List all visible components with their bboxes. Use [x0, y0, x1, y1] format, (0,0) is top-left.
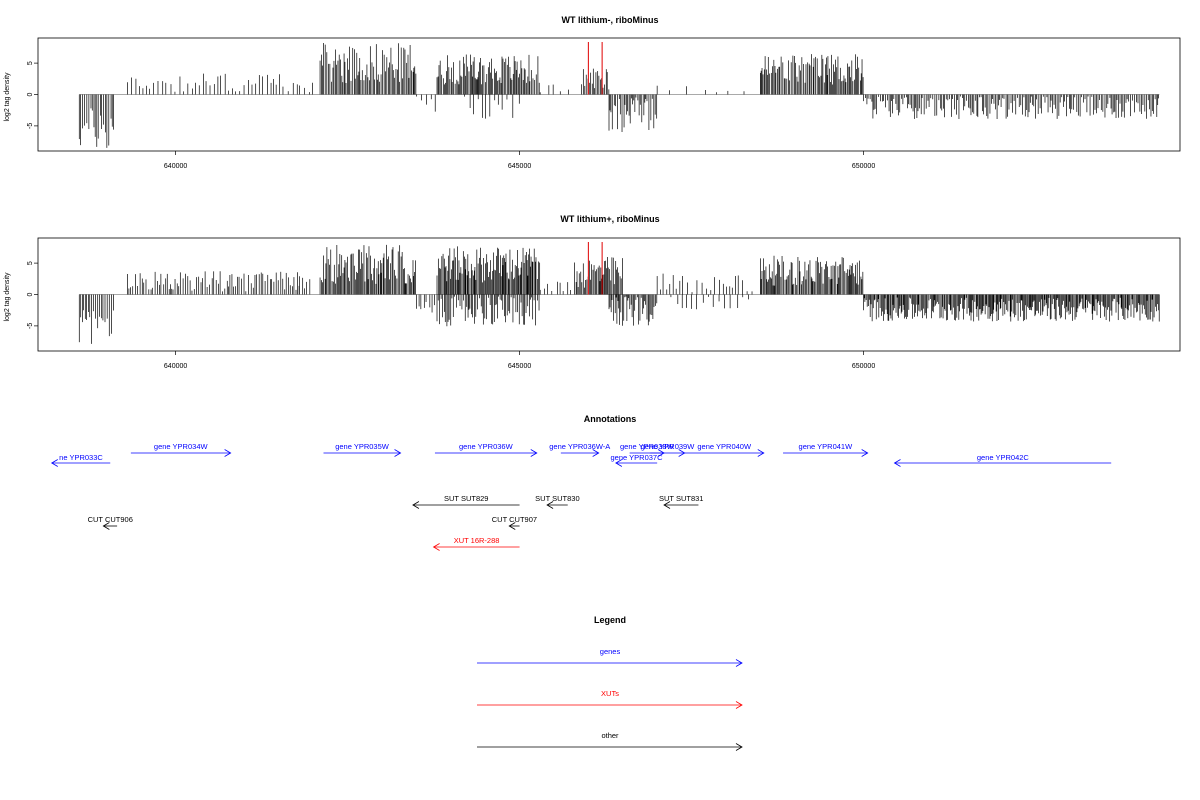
arrow-head	[735, 743, 743, 751]
annotation-feature: gene YPR042C	[893, 453, 1112, 467]
annotation-feature: gene YPR034W	[130, 442, 232, 457]
arrow-head	[394, 449, 402, 457]
annotation-label: gene YPR035W	[335, 442, 390, 451]
track-lithium-plus: WT lithium+, riboMinus log2 tag density …	[4, 214, 1181, 370]
annotations-panel: Annotations ne YPR033C gene YPR034W gene Y…	[50, 414, 1112, 551]
x-tick-label: 640000	[164, 363, 187, 370]
annotation-label: gene YPR040W	[697, 442, 752, 451]
y-axis: -5 0 5	[27, 61, 38, 129]
x-axis: 640000 645000 650000	[164, 351, 875, 370]
track-lithium-minus: WT lithium-, riboMinus log2 tag density …	[4, 15, 1181, 170]
x-tick-label: 645000	[508, 163, 531, 170]
legend-entry: other	[477, 731, 743, 751]
arrow-head	[735, 659, 743, 667]
annotation-label: gene YPR039W	[641, 442, 696, 451]
annotation-feature: gene YPR036W-A	[549, 442, 610, 457]
y-tick-label: -5	[27, 123, 34, 129]
coverage-bars	[78, 244, 1160, 344]
arrow-head	[412, 501, 420, 509]
arrow-head	[224, 449, 232, 457]
annotation-label: gene YPR038W	[620, 442, 675, 451]
y-tick-label: 5	[27, 61, 34, 65]
arrow-head	[757, 449, 765, 457]
y-axis-label: log2 tag density	[4, 272, 11, 322]
x-tick-label: 645000	[508, 363, 531, 370]
y-axis-label: log2 tag density	[4, 72, 11, 122]
annotation-feature: CUT CUT907	[492, 515, 537, 530]
red-markers	[587, 42, 603, 95]
red-markers	[587, 242, 603, 295]
annotation-label: gene YPR036W-A	[549, 442, 610, 451]
arrow-head	[102, 522, 110, 530]
y-axis: -5 0 5	[27, 261, 38, 329]
annotation-label: CUT CUT907	[492, 515, 537, 524]
arrow-head	[735, 701, 743, 709]
annotation-label: gene YPR034W	[154, 442, 209, 451]
legend-entry: XUTs	[477, 689, 743, 709]
x-axis: 640000 645000 650000	[164, 151, 875, 170]
arrow-head	[615, 459, 623, 467]
annotation-feature: gene YPR035W	[323, 442, 402, 457]
coverage-bars	[78, 43, 1160, 148]
annotation-feature: SUT SUT831	[659, 494, 703, 509]
annotation-feature: SUT SUT829	[412, 494, 520, 509]
x-tick-label: 640000	[164, 163, 187, 170]
annotation-feature: ne YPR033C	[50, 453, 111, 467]
annotation-label: SUT SUT831	[659, 494, 703, 503]
arrow-head	[893, 459, 901, 467]
y-tick-label: 0	[27, 292, 34, 296]
y-tick-label: 5	[27, 261, 34, 265]
annotation-feature: XUT 16R-288	[432, 536, 520, 551]
annotation-feature: gene YPR040W	[684, 442, 765, 457]
annotation-label: gene YPR041W	[799, 442, 854, 451]
annotation-label: gene YPR036W	[459, 442, 514, 451]
legend-panel: Legend genes XUTs other	[477, 615, 743, 751]
legend-label: XUTs	[601, 689, 619, 698]
x-tick-label: 650000	[852, 163, 875, 170]
y-tick-label: -5	[27, 323, 34, 329]
annotation-feature: CUT CUT906	[88, 515, 133, 530]
arrow-head	[508, 522, 516, 530]
y-tick-label: 0	[27, 92, 34, 96]
annotation-feature: gene YPR041W	[783, 442, 869, 457]
arrow-head	[50, 459, 58, 467]
annotation-label: ne YPR033C	[59, 453, 103, 462]
arrow-head	[592, 449, 600, 457]
track-title: WT lithium+, riboMinus	[560, 214, 659, 224]
annotation-label: XUT 16R-288	[454, 536, 500, 545]
annotation-feature: SUT SUT830	[535, 494, 580, 509]
arrow-head	[546, 501, 554, 509]
arrow-head	[530, 449, 538, 457]
arrow-head	[663, 501, 671, 509]
legend-label: other	[601, 731, 619, 740]
arrow-head	[861, 449, 869, 457]
annotation-label: CUT CUT906	[88, 515, 133, 524]
annotation-label: SUT SUT830	[535, 494, 579, 503]
annotations-title: Annotations	[584, 414, 637, 424]
legend-label: genes	[600, 647, 621, 656]
arrow-head	[432, 543, 440, 551]
annotation-label: SUT SUT829	[444, 494, 488, 503]
legend-entry: genes	[477, 647, 743, 667]
x-tick-label: 650000	[852, 363, 875, 370]
annotation-feature: gene YPR037C	[611, 453, 664, 467]
annotation-label: gene YPR037C	[611, 453, 664, 462]
annotation-feature: gene YPR036W	[434, 442, 538, 457]
legend-title: Legend	[594, 615, 626, 625]
annotation-label: gene YPR042C	[977, 453, 1030, 462]
track-title: WT lithium-, riboMinus	[562, 15, 659, 25]
